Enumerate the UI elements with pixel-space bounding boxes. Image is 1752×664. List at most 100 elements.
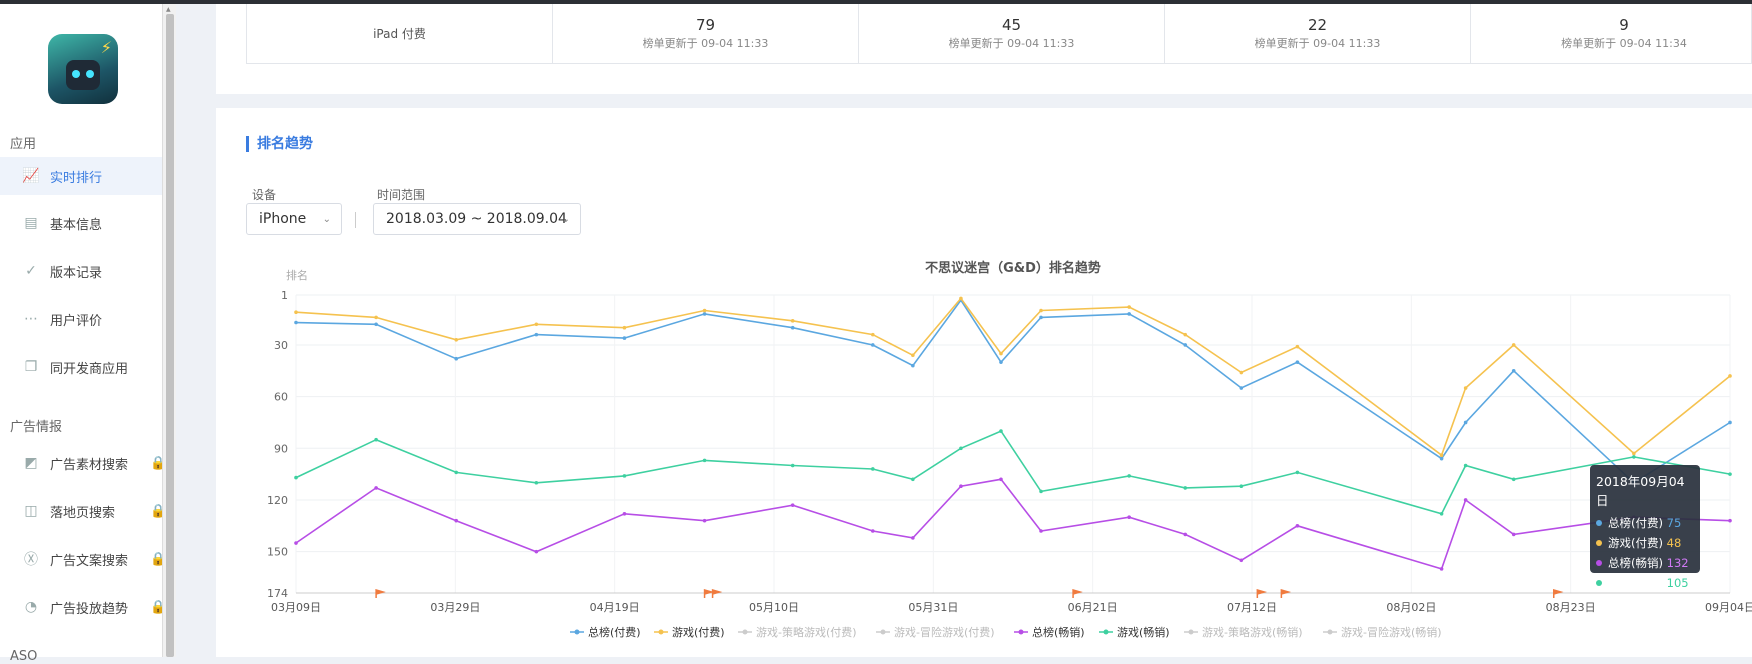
copy-icon: ❐ <box>24 359 38 375</box>
data-point <box>871 529 875 533</box>
sidebar-scrollbar[interactable]: ▲ <box>162 4 176 657</box>
tooltip-series: 总榜(付费) <box>1608 516 1663 530</box>
sidebar-item-version-history[interactable]: ✓ 版本记录 <box>0 252 162 290</box>
data-point <box>294 541 298 545</box>
data-point <box>871 343 875 347</box>
sidebar-item-basic-info[interactable]: ▤ 基本信息 <box>0 204 162 242</box>
scrollbar-thumb[interactable] <box>166 14 174 657</box>
chevron-down-icon: ⌄ <box>561 213 570 225</box>
data-point <box>294 475 298 480</box>
data-point <box>1511 343 1516 347</box>
x-tick-label: 03月29日 <box>430 601 480 614</box>
flag-icon <box>375 589 386 598</box>
data-point <box>534 322 539 327</box>
rank-updated: 榜单更新于 09-04 11:34 <box>1561 37 1687 50</box>
data-point <box>454 470 459 475</box>
device-select[interactable]: iPhone ⌄ <box>246 203 342 235</box>
legend-label: 游戏(畅销) <box>1117 625 1170 639</box>
data-point <box>1728 472 1732 476</box>
y-tick-label: 30 <box>274 339 288 352</box>
data-point <box>911 353 915 358</box>
rank-updated: 榜单更新于 09-04 11:33 <box>948 37 1075 50</box>
data-point <box>1127 474 1131 478</box>
data-point <box>1728 420 1732 425</box>
tooltip-value: 48 <box>1666 536 1682 550</box>
tooltip-date: 2018年09月04日 <box>1596 474 1685 508</box>
scroll-up-icon[interactable]: ▲ <box>166 6 171 13</box>
rank-value: 45 <box>1001 16 1022 34</box>
chart-legend: 总榜(付费) 游戏(付费) 游戏-策略游戏(付费) 游戏-冒险游戏(付费) 总榜(畅销)… <box>570 625 1442 639</box>
eye-icon <box>86 70 94 78</box>
app-icon[interactable]: ⚡ <box>48 34 118 104</box>
data-point <box>790 319 795 323</box>
data-point <box>702 458 707 463</box>
data-point <box>454 518 459 523</box>
sidebar-item-label: 广告文案搜索 <box>50 553 129 569</box>
legend-label: 总榜(付费) <box>588 625 641 639</box>
date-range-value: 2018.03.09 ~ 2018.09.04 <box>386 211 567 227</box>
data-point <box>1127 515 1131 520</box>
series-dot-icon <box>1596 560 1602 566</box>
rank-card <box>216 4 1752 94</box>
picture-icon: ◫ <box>24 503 38 519</box>
trend-card <box>216 108 1752 657</box>
legend-dot <box>1188 629 1194 635</box>
rank-cell: 9 榜单更新于 09-04 11:34 <box>1471 4 1752 63</box>
tooltip-series: 总榜(畅销) <box>1608 556 1663 570</box>
data-point <box>999 477 1003 482</box>
data-point <box>911 536 915 540</box>
x-tick-label: 04月19日 <box>590 601 640 614</box>
rank-updated: 榜单更新于 09-04 11:33 <box>1254 37 1381 50</box>
tooltip-series: 游戏(付费) <box>1608 536 1663 550</box>
flag-icon <box>1256 589 1268 598</box>
data-point <box>374 437 378 442</box>
image-icon: ◩ <box>24 455 38 471</box>
y-axis: 1 30 60 90 120 150 174 <box>267 289 288 600</box>
range-label: 时间范围 <box>377 188 426 202</box>
rank-cell: 45 榜单更新于 09-04 11:33 <box>859 4 1165 63</box>
data-point <box>1728 374 1732 378</box>
data-point <box>622 325 627 330</box>
rank-row-label: iPad 付费 <box>247 4 553 63</box>
flag-icon <box>711 589 723 598</box>
data-point <box>374 315 378 320</box>
series-dot-icon <box>1596 520 1602 526</box>
sidebar-item-same-developer[interactable]: ❐ 同开发商应用 <box>0 348 162 386</box>
data-point <box>1127 305 1131 309</box>
data-point <box>1439 567 1444 571</box>
device-label: 设备 <box>252 188 277 202</box>
sidebar-item-reviews[interactable]: ⋯ 用户评价 <box>0 300 162 338</box>
series-line <box>295 297 1731 457</box>
chart-tooltip: 2018年09月04日 总榜(付费) 75 游戏(付费) 48 总榜(畅销) 1… <box>1590 465 1700 590</box>
legend-dot <box>742 629 748 635</box>
legend-label: 游戏-策略游戏(畅销) <box>1202 625 1303 639</box>
section-title: 排名趋势 <box>246 136 313 152</box>
data-point <box>959 446 963 451</box>
legend-label: 游戏-冒险游戏(付费) <box>894 625 995 639</box>
comment-icon: ⋯ <box>24 311 38 327</box>
sidebar-item-label: 版本记录 <box>50 265 103 281</box>
sidebar-item-ad-trend[interactable]: ◔ 广告投放趋势 🔒 <box>0 588 166 626</box>
sidebar-item-realtime-rank[interactable]: 📈 实时排行 <box>0 157 162 195</box>
tooltip-row: 总榜(畅销) 132 <box>1596 553 1694 573</box>
y-axis-label: 排名 <box>286 268 308 282</box>
data-point <box>1439 453 1444 457</box>
data-point <box>1463 463 1468 468</box>
data-point <box>999 351 1003 356</box>
legend-dot <box>1327 629 1333 635</box>
tooltip-row: 游戏(付费) 48 <box>1596 533 1694 553</box>
sidebar-item-label: 基本信息 <box>50 217 103 233</box>
date-range-select[interactable]: 2018.03.09 ~ 2018.09.04 ⌄ <box>373 203 581 235</box>
sidebar-item-label: 同开发商应用 <box>50 361 129 377</box>
series-line <box>295 430 1731 515</box>
data-point <box>911 363 915 368</box>
x-tick-label: 03月09日 <box>271 601 321 614</box>
data-point <box>294 310 298 315</box>
legend-label: 游戏(付费) <box>672 626 725 639</box>
data-point <box>534 549 539 554</box>
data-point <box>1728 518 1732 523</box>
tooltip-value: 105 <box>1666 576 1689 590</box>
data-point <box>1632 455 1636 459</box>
section-app: 应用 <box>10 137 37 152</box>
